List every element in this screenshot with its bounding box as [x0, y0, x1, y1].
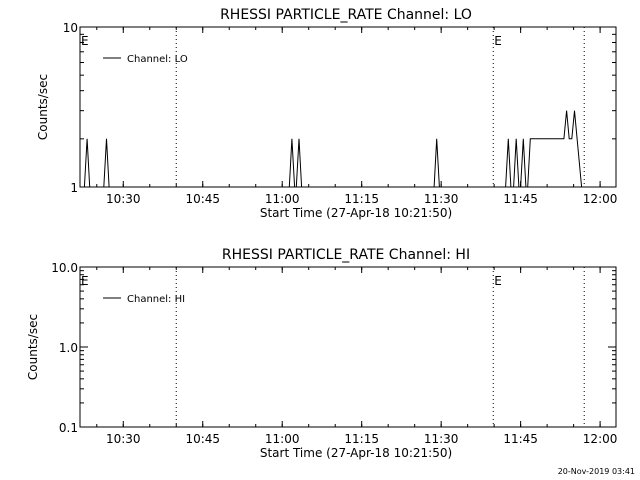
y-tick-label: 1.0: [59, 341, 78, 355]
y-tick-label: 10.0: [51, 261, 78, 275]
x-tick-label: 11:00: [265, 192, 300, 206]
x-tick-label: 11:30: [424, 192, 459, 206]
x-tick-label: 11:15: [344, 192, 379, 206]
y-axis-label: Counts/sec: [26, 314, 40, 380]
plot-frame: [79, 26, 617, 188]
x-axis-label: Start Time (27-Apr-18 10:21:50): [260, 206, 452, 220]
x-tick-label: 11:30: [424, 432, 459, 446]
y-tick-label: 10: [63, 21, 78, 35]
chart-title: RHESSI PARTICLE_RATE Channel: LO: [220, 7, 472, 23]
x-tick-label: 12:00: [583, 192, 618, 206]
y-axis-label: Counts/sec: [36, 74, 50, 140]
chart-panel-hi: RHESSI PARTICLE_RATE Channel: HI E E 10:30 1…: [26, 247, 617, 460]
x-tick-label: 10:30: [106, 432, 141, 446]
chart-panel-lo: RHESSI PARTICLE_RATE Channel: LO E E 10:30 1…: [36, 7, 617, 220]
event-label: E: [81, 34, 89, 48]
series-line: [83, 110, 583, 188]
generation-timestamp: 20-Nov-2019 03:41: [558, 467, 635, 476]
plot-frame: [79, 266, 617, 428]
y-tick-label: 0.1: [59, 421, 78, 435]
x-axis-label: Start Time (27-Apr-18 10:21:50): [260, 446, 452, 460]
event-label: E: [494, 274, 502, 288]
x-tick-label: 10:30: [106, 192, 141, 206]
x-tick-label: 10:45: [185, 192, 220, 206]
x-tick-label: 11:00: [265, 432, 300, 446]
event-label: E: [494, 34, 502, 48]
x-tick-label: 11:45: [503, 432, 538, 446]
legend-entry: Channel: HI: [127, 294, 185, 305]
chart-title: RHESSI PARTICLE_RATE Channel: HI: [222, 247, 470, 263]
x-tick-label: 11:45: [503, 192, 538, 206]
legend-entry: Channel: LO: [127, 54, 188, 65]
x-tick-label: 11:15: [344, 432, 379, 446]
x-tick-label: 12:00: [583, 432, 618, 446]
x-tick-label: 10:45: [185, 432, 220, 446]
event-label: E: [81, 274, 89, 288]
y-tick-label: 1: [70, 181, 78, 195]
